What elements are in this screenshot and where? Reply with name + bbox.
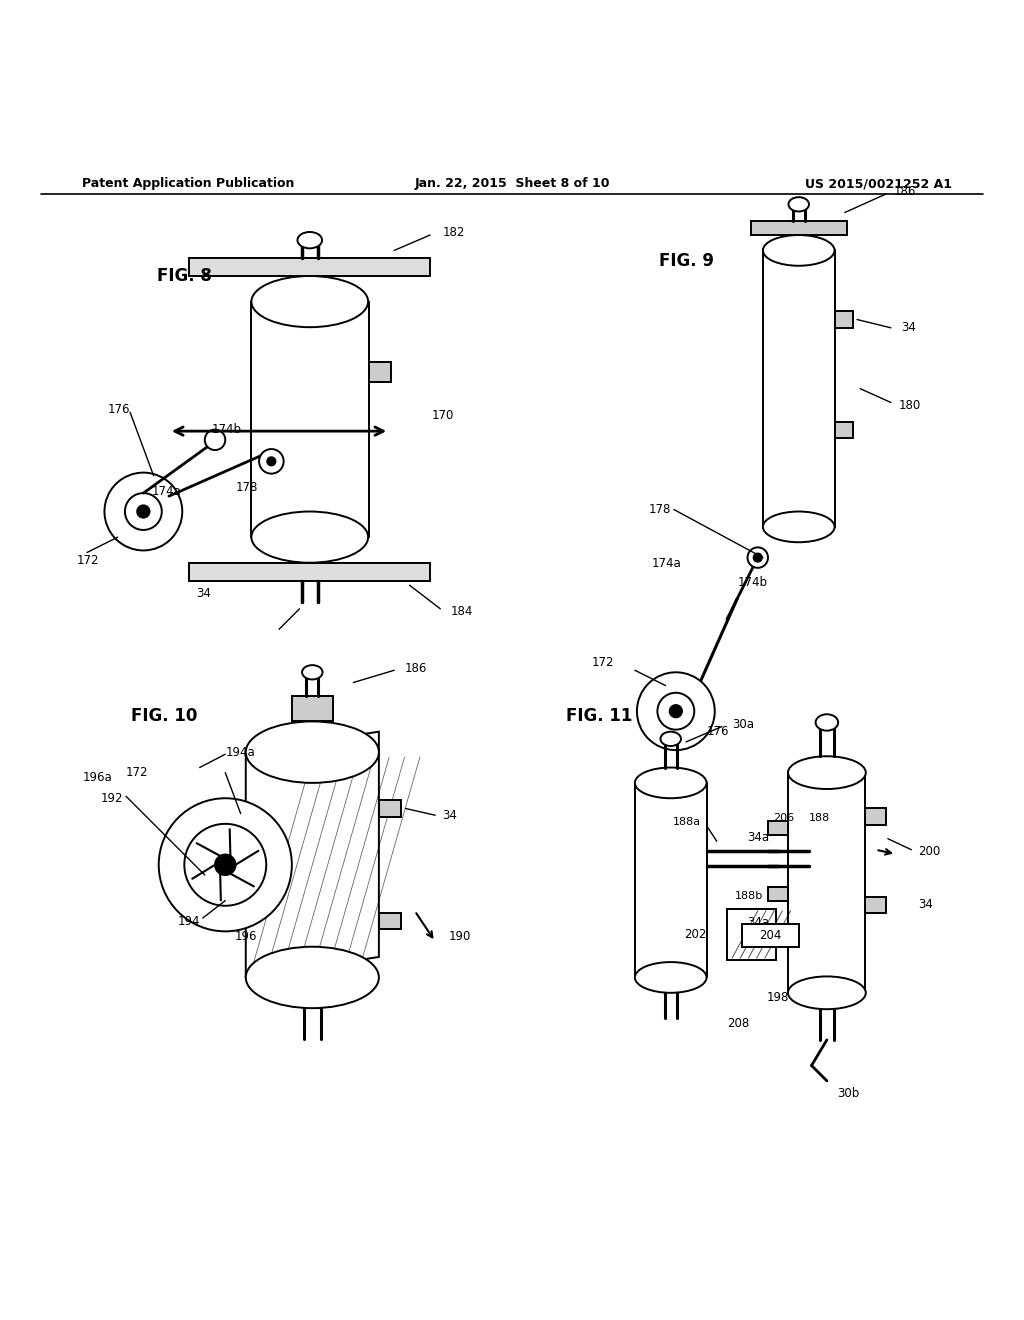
Circle shape [754, 553, 762, 562]
Text: 30b: 30b [838, 1086, 859, 1100]
Text: 178: 178 [648, 503, 671, 516]
Ellipse shape [787, 977, 866, 1010]
Text: 196: 196 [234, 931, 257, 942]
Bar [865, 896, 886, 913]
Text: 34: 34 [919, 898, 934, 911]
Text: 176: 176 [707, 725, 729, 738]
Bar [189, 257, 430, 276]
Text: 34a: 34a [748, 916, 770, 929]
Ellipse shape [815, 714, 838, 731]
Text: 192: 192 [100, 792, 123, 805]
Text: 188a: 188a [674, 817, 701, 826]
Bar [788, 772, 865, 993]
Text: 198: 198 [767, 991, 790, 1005]
Ellipse shape [635, 962, 707, 993]
Ellipse shape [159, 799, 292, 932]
Text: 200: 200 [919, 845, 941, 858]
Text: 182: 182 [442, 227, 465, 239]
Text: Patent Application Publication: Patent Application Publication [82, 177, 294, 190]
Bar [835, 312, 853, 327]
Text: 196a: 196a [83, 771, 113, 784]
Text: 174a: 174a [651, 557, 681, 570]
Text: 194: 194 [177, 915, 200, 928]
Ellipse shape [635, 767, 707, 799]
Bar [865, 808, 886, 825]
Circle shape [205, 429, 225, 450]
Text: 34: 34 [442, 809, 458, 822]
Text: 174b: 174b [737, 576, 767, 589]
Text: 188b: 188b [734, 891, 763, 902]
Text: 208: 208 [727, 1016, 750, 1030]
Circle shape [267, 457, 275, 466]
Ellipse shape [660, 731, 681, 746]
Circle shape [104, 473, 182, 550]
Text: 186: 186 [404, 661, 427, 675]
Ellipse shape [302, 665, 323, 680]
Bar [763, 251, 835, 527]
Bar [727, 909, 776, 960]
Text: 204: 204 [759, 929, 781, 942]
Text: 174b: 174b [212, 424, 242, 436]
Text: 202: 202 [684, 928, 707, 941]
Ellipse shape [763, 512, 835, 543]
Bar [835, 422, 853, 438]
Ellipse shape [246, 946, 379, 1008]
Text: 30a: 30a [732, 718, 754, 731]
Ellipse shape [297, 232, 322, 248]
Circle shape [748, 548, 768, 568]
Text: US 2015/0021252 A1: US 2015/0021252 A1 [805, 177, 952, 190]
Text: 174a: 174a [152, 484, 181, 498]
Text: 188: 188 [809, 813, 830, 822]
Text: 34: 34 [197, 587, 212, 599]
Bar [768, 887, 788, 900]
Bar [251, 301, 369, 537]
Circle shape [670, 705, 682, 717]
Text: FIG. 10: FIG. 10 [131, 708, 197, 725]
Bar [635, 783, 707, 977]
Circle shape [215, 854, 236, 875]
Circle shape [637, 672, 715, 750]
Text: 186: 186 [894, 185, 916, 198]
Text: FIG. 8: FIG. 8 [157, 267, 212, 285]
Bar [379, 913, 401, 929]
Text: 184: 184 [451, 606, 473, 618]
Text: 170: 170 [432, 409, 455, 422]
Text: 180: 180 [899, 399, 922, 412]
Bar [189, 562, 430, 581]
Ellipse shape [184, 824, 266, 906]
Ellipse shape [788, 197, 809, 211]
Text: 206: 206 [773, 813, 795, 822]
Bar [768, 821, 788, 834]
Ellipse shape [246, 722, 379, 783]
Text: Jan. 22, 2015  Sheet 8 of 10: Jan. 22, 2015 Sheet 8 of 10 [415, 177, 609, 190]
Text: 34: 34 [901, 321, 916, 334]
Circle shape [259, 449, 284, 474]
Circle shape [125, 494, 162, 529]
Ellipse shape [763, 235, 835, 265]
Text: 190: 190 [449, 931, 471, 942]
Ellipse shape [252, 276, 369, 327]
Circle shape [137, 506, 150, 517]
Text: FIG. 11: FIG. 11 [566, 708, 632, 725]
Circle shape [657, 693, 694, 730]
Bar [751, 220, 847, 235]
Text: FIG. 9: FIG. 9 [658, 252, 714, 269]
Ellipse shape [252, 512, 369, 562]
Text: 194a: 194a [225, 746, 255, 759]
Bar [292, 696, 333, 722]
Text: 176: 176 [108, 403, 130, 416]
Text: 172: 172 [592, 656, 614, 668]
Text: 178: 178 [236, 482, 258, 495]
Bar [742, 924, 799, 946]
Bar [369, 362, 391, 383]
Bar [379, 800, 401, 817]
Text: 172: 172 [77, 554, 99, 568]
Polygon shape [246, 731, 379, 977]
Text: 172: 172 [126, 766, 148, 779]
Text: 34a: 34a [748, 830, 770, 843]
Ellipse shape [787, 756, 866, 789]
